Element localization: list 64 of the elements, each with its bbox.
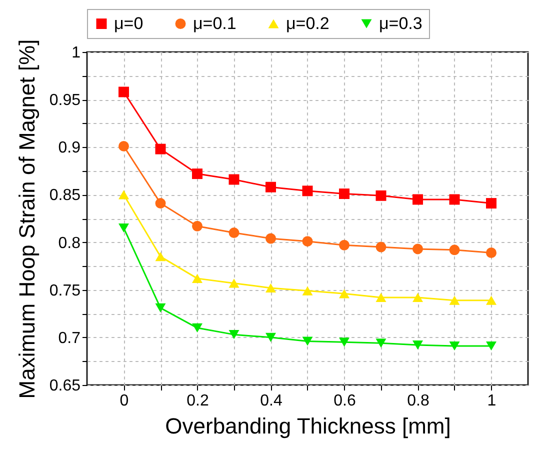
point <box>155 303 166 312</box>
point <box>412 244 423 254</box>
x-tick-label: 0.6 <box>334 392 356 410</box>
legend-label: μ=0 <box>114 14 144 33</box>
legend-label: μ=0.3 <box>379 14 422 33</box>
y-tick-label: 0.9 <box>58 140 81 157</box>
point <box>118 223 129 233</box>
point <box>228 278 240 288</box>
point <box>228 228 240 238</box>
point <box>228 174 240 185</box>
point <box>339 240 350 250</box>
y-tick-label: 0.7 <box>58 330 81 347</box>
y-tick-label: 1 <box>72 44 81 62</box>
y-tick-label: 0.75 <box>49 282 81 300</box>
point <box>302 186 313 196</box>
point <box>192 323 202 332</box>
y-tick-label: 0.85 <box>49 187 81 204</box>
x-tick-label: 0.2 <box>186 392 209 410</box>
x-tick-label: 0.4 <box>260 392 282 410</box>
point <box>192 274 202 283</box>
point <box>192 220 202 232</box>
legend-label: μ=0.1 <box>193 14 236 33</box>
point <box>449 341 460 351</box>
x-tick-label: 0.8 <box>407 392 430 410</box>
point <box>412 340 423 350</box>
point <box>266 283 276 292</box>
point <box>412 292 423 302</box>
point <box>486 198 496 209</box>
point <box>155 198 166 209</box>
point <box>155 252 166 262</box>
point <box>228 330 240 340</box>
point <box>118 140 129 152</box>
point <box>302 236 313 247</box>
point <box>266 233 276 244</box>
point <box>266 182 276 192</box>
point <box>266 332 276 342</box>
point <box>376 190 386 201</box>
point <box>376 292 386 302</box>
point <box>302 336 313 346</box>
point <box>118 86 129 98</box>
point <box>192 168 202 180</box>
point <box>486 296 496 305</box>
legend-label: μ=0.2 <box>286 14 330 33</box>
point <box>449 296 460 305</box>
point <box>155 144 166 154</box>
x-axis-title: Overbanding Thickness [mm] <box>165 414 451 438</box>
y-axis-title: Maximum Hoop Strain of Magnet [%] <box>14 39 40 399</box>
point <box>339 188 350 200</box>
point <box>376 242 386 252</box>
point <box>302 286 313 296</box>
y-tick-label: 0.95 <box>49 92 81 110</box>
point <box>449 244 460 256</box>
point <box>486 341 496 351</box>
point <box>339 289 350 298</box>
x-tick-label: 0 <box>120 392 129 410</box>
y-tick-label: 0.65 <box>49 378 81 394</box>
y-tick-label: 0.8 <box>58 234 81 252</box>
point <box>412 194 423 205</box>
x-tick-label: 1 <box>487 392 496 410</box>
point <box>486 248 496 258</box>
point <box>118 190 129 200</box>
point <box>376 338 386 348</box>
point <box>449 194 460 205</box>
point <box>339 338 350 347</box>
